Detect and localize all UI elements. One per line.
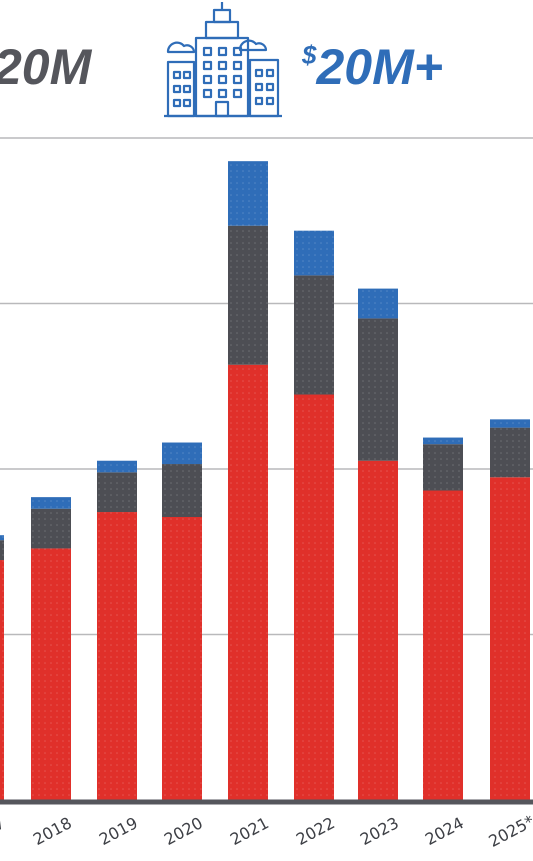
bar-stack (31, 497, 71, 800)
x-tick-label: 2022 (293, 813, 338, 849)
city-building-icon (164, 2, 282, 118)
bar-stack (490, 419, 530, 800)
bar-stack (97, 460, 137, 800)
bar-texture (162, 516, 202, 800)
bars (0, 161, 530, 800)
bar-texture (490, 427, 530, 478)
bar-texture (228, 225, 268, 365)
bar-texture (97, 472, 137, 513)
legend-label-right: $20M+ (301, 39, 443, 95)
bar-texture (423, 490, 463, 800)
x-tick-label: 2020 (161, 813, 206, 849)
bar-stack (358, 288, 398, 800)
bar-texture (97, 460, 137, 473)
x-tick-label: 2019 (96, 813, 141, 849)
x-tick-label: 2023 (357, 813, 402, 849)
bar-stack (228, 161, 268, 800)
bar-texture (31, 497, 71, 509)
bar-texture (97, 512, 137, 800)
bar-stack (162, 442, 202, 800)
bar-texture (0, 535, 4, 541)
bar-texture (423, 444, 463, 491)
bar-texture (31, 548, 71, 800)
x-tick-label: 2025* (485, 811, 533, 851)
legend-value-right: 20M+ (315, 39, 442, 95)
bar-texture (31, 508, 71, 549)
bar-stack (294, 230, 334, 800)
bar-texture (423, 437, 463, 445)
bar-texture (162, 464, 202, 517)
bar-texture (490, 477, 530, 800)
x-tick-labels: 2017 2018 2019 2020 2021 2022 2023 2024 2025* (0, 811, 533, 851)
bar-texture (358, 288, 398, 319)
bar-texture (0, 560, 4, 800)
x-tick-label: 2018 (30, 813, 75, 849)
legend-currency-prefix: $ (301, 40, 317, 70)
bar-texture (490, 419, 530, 428)
legend-label-left: 20M (0, 39, 93, 95)
bar-texture (294, 230, 334, 276)
bar-texture (0, 540, 4, 561)
bar-texture (228, 161, 268, 226)
bar-stack (423, 437, 463, 800)
x-tick-label: 2021 (227, 813, 272, 849)
bar-texture (294, 394, 334, 800)
bar-texture (294, 275, 334, 395)
x-tick-label: 2024 (422, 813, 467, 849)
x-tick-label: 2017 (0, 813, 8, 849)
bar-texture (358, 460, 398, 800)
bar-stack (0, 535, 4, 800)
bar-texture (162, 442, 202, 465)
bar-texture (358, 318, 398, 461)
bar-texture (228, 364, 268, 800)
